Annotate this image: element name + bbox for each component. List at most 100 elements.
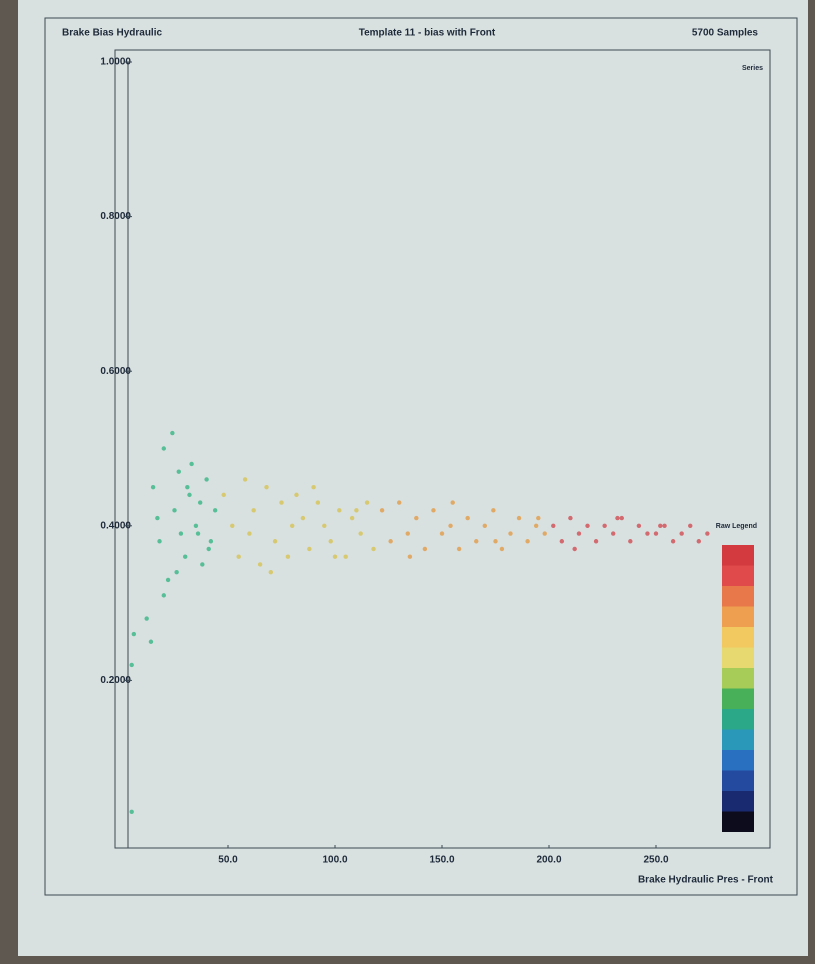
point	[602, 524, 606, 528]
series-label: Series	[742, 65, 763, 72]
point	[273, 539, 277, 543]
point	[132, 632, 136, 636]
point	[207, 547, 211, 551]
point	[585, 524, 589, 528]
header-left: Brake Bias Hydraulic	[62, 28, 162, 39]
point	[172, 508, 176, 512]
point	[174, 570, 178, 574]
point	[187, 493, 191, 497]
x-tick-label: 150.0	[429, 855, 454, 866]
point	[697, 539, 701, 543]
point	[162, 446, 166, 450]
point	[130, 810, 134, 814]
point	[155, 516, 159, 520]
point	[149, 640, 153, 644]
point	[380, 508, 384, 512]
point	[243, 477, 247, 481]
point	[688, 524, 692, 528]
header-right: 5700 Samples	[692, 28, 759, 39]
point	[157, 539, 161, 543]
point	[307, 547, 311, 551]
point	[658, 524, 662, 528]
point	[577, 531, 581, 535]
point	[185, 485, 189, 489]
scale-swatch	[722, 545, 754, 566]
point	[423, 547, 427, 551]
point	[294, 493, 298, 497]
point	[408, 555, 412, 559]
point	[397, 500, 401, 504]
point	[258, 562, 262, 566]
x-tick-label: 200.0	[536, 855, 561, 866]
point	[654, 531, 658, 535]
point	[189, 462, 193, 466]
scale-swatch	[722, 771, 754, 792]
point	[611, 531, 615, 535]
point	[594, 539, 598, 543]
point	[204, 477, 208, 481]
scale-swatch	[722, 627, 754, 648]
color-scale	[722, 545, 754, 832]
point	[198, 500, 202, 504]
point	[194, 524, 198, 528]
point	[465, 516, 469, 520]
point	[628, 539, 632, 543]
point	[162, 593, 166, 597]
point	[572, 547, 576, 551]
point	[568, 516, 572, 520]
point	[329, 539, 333, 543]
point	[170, 431, 174, 435]
point	[371, 547, 375, 551]
point	[166, 578, 170, 582]
point	[620, 516, 624, 520]
paper	[18, 0, 808, 956]
point	[144, 616, 148, 620]
point	[671, 539, 675, 543]
point	[406, 531, 410, 535]
point	[491, 508, 495, 512]
scale-swatch	[722, 648, 754, 669]
point	[269, 570, 273, 574]
point	[637, 524, 641, 528]
point	[534, 524, 538, 528]
point	[337, 508, 341, 512]
point	[344, 555, 348, 559]
point	[365, 500, 369, 504]
point	[662, 524, 666, 528]
x-axis-label: Brake Hydraulic Pres - Front	[638, 875, 774, 886]
scale-swatch	[722, 586, 754, 607]
scale-swatch	[722, 689, 754, 710]
point	[645, 531, 649, 535]
point	[301, 516, 305, 520]
scale-swatch	[722, 812, 754, 833]
point	[151, 485, 155, 489]
point	[247, 531, 251, 535]
point	[350, 516, 354, 520]
point	[316, 500, 320, 504]
point	[525, 539, 529, 543]
chart-title: Template 11 - bias with Front	[359, 28, 496, 39]
point	[536, 516, 540, 520]
point	[440, 531, 444, 535]
point	[517, 516, 521, 520]
point	[679, 531, 683, 535]
point	[196, 531, 200, 535]
point	[230, 524, 234, 528]
point	[183, 555, 187, 559]
page: {"chart_data": {"type": "scatter", "titl…	[0, 0, 815, 964]
x-tick-label: 250.0	[643, 855, 668, 866]
point	[431, 508, 435, 512]
scale-swatch	[722, 791, 754, 812]
point	[358, 531, 362, 535]
point	[705, 531, 709, 535]
point	[311, 485, 315, 489]
point	[560, 539, 564, 543]
point	[279, 500, 283, 504]
point	[508, 531, 512, 535]
point	[551, 524, 555, 528]
scale-swatch	[722, 566, 754, 587]
point	[448, 524, 452, 528]
point	[264, 485, 268, 489]
x-tick-label: 100.0	[322, 855, 347, 866]
point	[290, 524, 294, 528]
